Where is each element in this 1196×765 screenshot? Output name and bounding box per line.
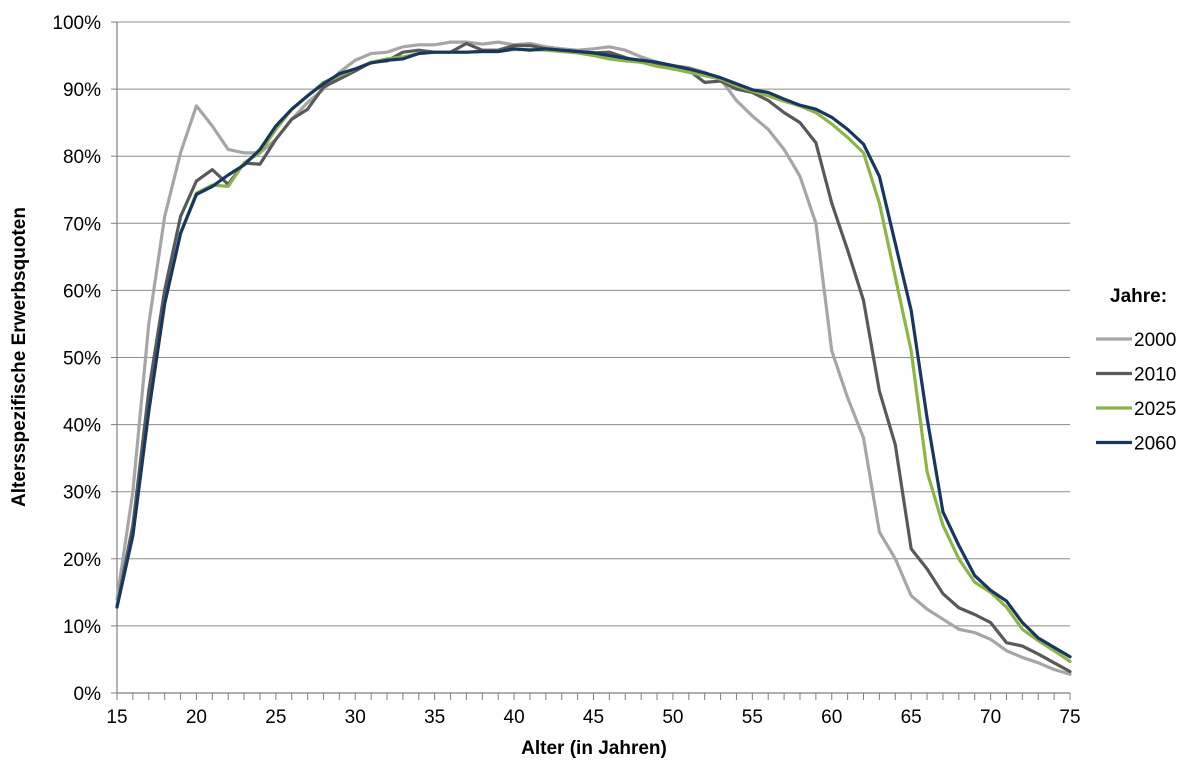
legend-label-2010: 2010 bbox=[1134, 365, 1176, 386]
x-tick-label: 75 bbox=[1059, 707, 1080, 728]
x-tick-label: 40 bbox=[504, 707, 525, 728]
x-tick-label: 35 bbox=[424, 707, 445, 728]
x-tick-label: 60 bbox=[821, 707, 842, 728]
y-tick-label: 20% bbox=[63, 550, 101, 571]
y-tick-label: 10% bbox=[63, 617, 101, 638]
y-axis-title: Altersspezifische Erwerbsquoten bbox=[9, 207, 30, 507]
x-tick-label: 55 bbox=[742, 707, 763, 728]
y-tick-label: 70% bbox=[63, 214, 101, 235]
x-tick-label: 15 bbox=[106, 707, 127, 728]
y-tick-label: 100% bbox=[52, 13, 101, 34]
y-tick-label: 80% bbox=[63, 147, 101, 168]
y-tick-label: 60% bbox=[63, 281, 101, 302]
series-line-2060 bbox=[115, 47, 1072, 659]
series-line-2000 bbox=[115, 40, 1072, 676]
series-lines bbox=[115, 40, 1072, 676]
legend-title: Jahre: bbox=[1110, 286, 1167, 307]
y-tick-label: 50% bbox=[63, 349, 101, 370]
x-tick-label: 30 bbox=[345, 707, 366, 728]
axes bbox=[111, 21, 1071, 700]
y-tick-labels: 0% 10% 20% 30% 40% 50% 60% 70% 80% 90% 100% bbox=[52, 13, 101, 705]
gridlines bbox=[117, 21, 1070, 627]
y-tick-label: 0% bbox=[74, 684, 102, 705]
x-tick-label: 65 bbox=[901, 707, 922, 728]
y-tick-label: 30% bbox=[63, 483, 101, 504]
y-tick-label: 90% bbox=[63, 80, 101, 101]
y-tick-label: 40% bbox=[63, 416, 101, 437]
x-tick-label: 50 bbox=[662, 707, 683, 728]
legend-label-2000: 2000 bbox=[1134, 330, 1176, 351]
legend: Jahre: 2000 2010 2025 2060 bbox=[1096, 286, 1176, 455]
x-tick-label: 45 bbox=[583, 707, 604, 728]
series-line-2025 bbox=[115, 47, 1072, 664]
x-axis-title: Alter (in Jahren) bbox=[521, 738, 667, 759]
x-tick-labels: 15 20 25 30 35 40 45 50 55 60 65 70 75 bbox=[106, 707, 1080, 728]
x-tick-label: 25 bbox=[265, 707, 286, 728]
x-tick-label: 70 bbox=[980, 707, 1001, 728]
x-tick-label: 20 bbox=[186, 707, 207, 728]
legend-label-2025: 2025 bbox=[1134, 399, 1176, 420]
legend-label-2060: 2060 bbox=[1134, 434, 1176, 455]
